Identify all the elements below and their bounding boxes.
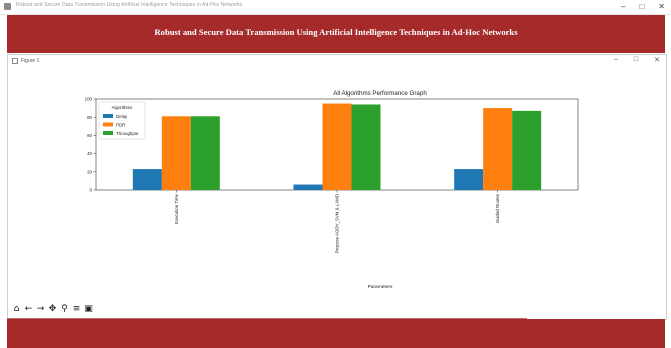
performance-bar-chart: All Algorithms Performance Graph Paramet… xyxy=(85,90,579,290)
figure-minimize-button[interactable]: – xyxy=(613,56,618,63)
bar-throughput-2 xyxy=(351,104,381,190)
legend-swatch-pdr xyxy=(103,122,113,127)
tick-labels: 0 20 40 60 80 100 Execution Time Propose AODV_S… xyxy=(85,97,500,254)
close-button[interactable]: ✕ xyxy=(658,2,665,11)
legend-swatch-throughput xyxy=(103,131,113,135)
legend-swatch-delay xyxy=(103,114,113,118)
figure-window: Figure 1 – □ ✕ All Algorithms Performanc… xyxy=(7,54,667,320)
banner-title: Robust and Secure Data Transmission Usin… xyxy=(154,27,518,37)
app-banner: Robust and Secure Data Transmission Usin… xyxy=(7,15,665,53)
chart-legend: Algorithms Delay PDR Throughput xyxy=(98,101,146,140)
figure-titlebar: Figure 1 – □ ✕ xyxy=(8,55,666,68)
legend-label-pdr: PDR xyxy=(116,122,125,127)
bar-throughput-1 xyxy=(190,116,220,190)
maximize-button[interactable]: □ xyxy=(639,2,645,11)
figure-icon xyxy=(12,58,18,64)
bottom-red-bar xyxy=(7,319,665,348)
x-tick-label: Guided Routes xyxy=(495,193,500,223)
bar-delay-1 xyxy=(132,169,162,190)
legend-label-throughput: Throughput xyxy=(116,131,139,136)
save-icon[interactable]: ▣ xyxy=(84,303,93,314)
y-tick-label: 20 xyxy=(87,169,92,174)
legend-label-delay: Delay xyxy=(116,114,128,119)
x-axis-label: Parameters xyxy=(368,284,393,290)
y-tick-label: 60 xyxy=(87,133,92,138)
bar-pdr-1 xyxy=(161,116,191,190)
y-tick-label: 100 xyxy=(85,97,93,102)
figure-close-button[interactable]: ✕ xyxy=(654,57,660,64)
chart-title: All Algorithms Performance Graph xyxy=(333,90,427,97)
home-icon[interactable]: ⌂ xyxy=(13,303,20,314)
back-arrow-icon[interactable]: ← xyxy=(24,303,33,314)
zoom-icon[interactable]: ⚲ xyxy=(61,303,68,314)
app-icon xyxy=(4,3,11,10)
bars xyxy=(132,103,542,190)
x-tick-label: Propose AODV_SVM & LAMD xyxy=(335,194,340,253)
navigation-toolbar: ⌂ ← → ✥ ⚲ ≡ ▣ xyxy=(8,300,132,318)
bar-throughput-3 xyxy=(512,110,542,190)
minimize-button[interactable]: – xyxy=(621,2,626,11)
outer-window-titlebar: Robust and Secure Data Transmission Usin… xyxy=(0,0,671,15)
figure-title: Figure 1 xyxy=(21,58,40,64)
y-tick-label: 80 xyxy=(87,115,92,120)
figure-maximize-button[interactable]: □ xyxy=(633,56,639,63)
window-title: Robust and Secure Data Transmission Usin… xyxy=(16,2,243,8)
figure-controls: – □ ✕ xyxy=(614,56,660,64)
window-controls: – □ ✕ xyxy=(621,2,665,11)
y-tick-label: 0 xyxy=(90,188,93,193)
configure-subplots-icon[interactable]: ≡ xyxy=(72,303,81,314)
bar-pdr-3 xyxy=(483,108,513,190)
x-tick-label: Execution Time xyxy=(174,193,179,224)
legend-title: Algorithms xyxy=(112,105,134,110)
legend-frame xyxy=(98,101,146,140)
y-tick-label: 40 xyxy=(87,151,92,156)
bar-delay-2 xyxy=(293,184,323,190)
bar-pdr-2 xyxy=(322,103,352,190)
forward-arrow-icon[interactable]: → xyxy=(36,303,45,314)
bar-delay-3 xyxy=(454,169,484,190)
pan-icon[interactable]: ✥ xyxy=(48,303,57,314)
